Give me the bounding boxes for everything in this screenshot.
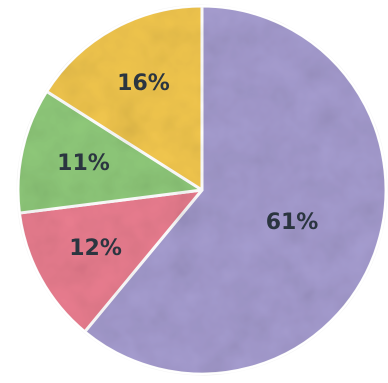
slice-label-11-percent: 11% xyxy=(57,151,110,176)
pie-slices xyxy=(16,4,388,376)
pie-labels: 61% 12% 11% 16% xyxy=(57,71,318,261)
slice-label-61-percent: 61% xyxy=(266,210,319,235)
slice-label-12-percent: 12% xyxy=(69,236,122,261)
pie-outline xyxy=(17,5,387,375)
slice-label-16-percent: 16% xyxy=(117,71,170,96)
